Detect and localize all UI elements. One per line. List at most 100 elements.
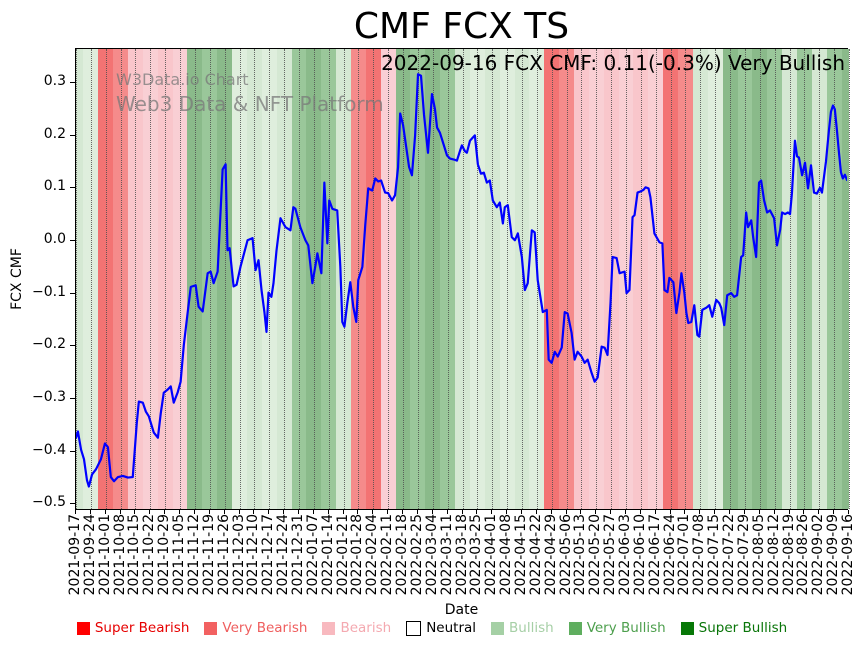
signal-band-2022-05-13 bbox=[573, 49, 589, 509]
signal-band-2021-12-03 bbox=[232, 49, 247, 509]
legend-swatch bbox=[406, 620, 422, 636]
gridline-2022-09-09 bbox=[834, 49, 836, 509]
x-tick-mark bbox=[654, 510, 656, 514]
signal-band-2021-12-10 bbox=[246, 49, 262, 509]
x-tick-mark bbox=[104, 510, 106, 514]
x-tick-mark bbox=[714, 510, 716, 514]
x-tick-mark bbox=[387, 510, 389, 514]
gridline-2022-04-29 bbox=[551, 49, 553, 509]
signal-band-2021-09-17 bbox=[76, 49, 84, 509]
signal-band-2022-02-18 bbox=[395, 49, 411, 509]
plot-area: W3Data.io Chart Web3 Data & NFT Platform… bbox=[75, 48, 850, 510]
x-tick-mark bbox=[491, 510, 493, 514]
x-tick-label: 2022-03-11 bbox=[438, 514, 455, 596]
legend-swatch bbox=[680, 621, 694, 635]
x-tick-mark bbox=[773, 510, 775, 514]
gridline-2021-10-29 bbox=[165, 49, 167, 509]
gridline-2022-08-26 bbox=[804, 49, 806, 509]
x-tick-mark bbox=[283, 510, 285, 514]
legend-label: Very Bullish bbox=[586, 620, 666, 636]
x-tick-label: 2022-06-03 bbox=[617, 514, 634, 596]
x-tick-mark bbox=[729, 510, 731, 514]
gridline-2022-01-07 bbox=[313, 49, 315, 509]
x-tick-mark bbox=[699, 510, 701, 514]
gridline-2022-02-18 bbox=[403, 49, 405, 509]
gridline-2021-10-01 bbox=[105, 49, 107, 509]
legend-item-very-bearish: Very Bearish bbox=[204, 620, 307, 636]
x-tick-mark bbox=[476, 510, 478, 514]
x-tick-label: 2022-05-27 bbox=[602, 514, 619, 596]
x-tick-mark bbox=[75, 510, 76, 514]
y-tick-label: −0.2 bbox=[32, 336, 66, 353]
x-tick-mark bbox=[610, 510, 612, 514]
x-tick-label: 2022-09-16 bbox=[840, 514, 856, 596]
x-tick-label: 2022-04-08 bbox=[498, 514, 515, 596]
y-tick-label: −0.4 bbox=[32, 441, 66, 458]
y-tick-label: 0.0 bbox=[43, 231, 66, 248]
signal-band-2022-06-17 bbox=[648, 49, 664, 509]
x-tick-label: 2021-12-17 bbox=[260, 514, 277, 596]
signal-band-2022-07-08 bbox=[692, 49, 708, 509]
y-tick-mark bbox=[70, 450, 75, 452]
gridline-2021-09-24 bbox=[90, 49, 92, 509]
legend-swatch bbox=[76, 621, 90, 635]
gridline-2022-05-13 bbox=[581, 49, 583, 509]
x-tick-mark bbox=[550, 510, 552, 514]
y-tick-mark bbox=[70, 187, 75, 189]
x-tick-label: 2022-02-25 bbox=[408, 514, 425, 596]
x-tick-label: 2022-07-29 bbox=[735, 514, 752, 596]
x-tick-mark bbox=[193, 510, 195, 514]
x-tick-mark bbox=[119, 510, 121, 514]
x-tick-label: 2022-04-29 bbox=[542, 514, 559, 596]
gridline-2022-07-08 bbox=[700, 49, 702, 509]
x-tick-mark bbox=[833, 510, 835, 514]
legend-item-neutral: Neutral bbox=[406, 620, 476, 636]
legend-swatch bbox=[322, 621, 336, 635]
x-tick-label: 2021-10-01 bbox=[96, 514, 113, 596]
gridline-2022-06-17 bbox=[655, 49, 657, 509]
x-tick-mark bbox=[461, 510, 463, 514]
x-tick-mark bbox=[431, 510, 433, 514]
gridline-2022-06-10 bbox=[640, 49, 642, 509]
x-tick-mark bbox=[342, 510, 344, 514]
gridline-2022-07-15 bbox=[715, 49, 717, 509]
legend-item-bearish: Bearish bbox=[322, 620, 391, 636]
gridline-2022-01-14 bbox=[328, 49, 330, 509]
signal-band-2022-07-29 bbox=[737, 49, 753, 509]
x-tick-label: 2021-11-26 bbox=[215, 514, 232, 596]
legend-label: Super Bullish bbox=[698, 620, 788, 636]
x-tick-mark bbox=[268, 510, 270, 514]
x-tick-label: 2021-09-24 bbox=[81, 514, 98, 596]
y-tick-mark bbox=[70, 292, 75, 294]
gridline-2021-11-19 bbox=[209, 49, 211, 509]
x-tick-mark bbox=[402, 510, 404, 514]
x-tick-mark bbox=[164, 510, 166, 514]
gridline-2022-09-02 bbox=[819, 49, 821, 509]
y-tick-label: −0.5 bbox=[32, 494, 66, 511]
y-tick-label: −0.3 bbox=[32, 388, 66, 405]
gridline-2022-07-01 bbox=[685, 49, 687, 509]
signal-band-2022-04-29 bbox=[544, 49, 560, 509]
y-tick-label: 0.2 bbox=[43, 125, 66, 142]
gridline-2021-10-15 bbox=[135, 49, 137, 509]
x-tick-mark bbox=[818, 510, 820, 514]
x-tick-mark bbox=[848, 510, 849, 514]
x-tick-mark bbox=[89, 510, 91, 514]
signal-band-2022-09-02 bbox=[811, 49, 827, 509]
gridline-2022-08-12 bbox=[774, 49, 776, 509]
signal-band-2022-03-11 bbox=[440, 49, 456, 509]
gridline-2021-10-08 bbox=[120, 49, 122, 509]
x-tick-mark bbox=[223, 510, 225, 514]
y-tick-mark bbox=[70, 134, 75, 136]
x-tick-mark bbox=[312, 510, 314, 514]
x-tick-label: 2022-04-01 bbox=[483, 514, 500, 596]
signal-band-2022-03-04 bbox=[425, 49, 441, 509]
x-tick-mark bbox=[520, 510, 522, 514]
gridline-2022-02-25 bbox=[417, 49, 419, 509]
gridline-2022-05-06 bbox=[566, 49, 568, 509]
cmf-line bbox=[76, 73, 847, 488]
x-tick-label: 2022-09-09 bbox=[825, 514, 842, 596]
legend-swatch bbox=[204, 621, 218, 635]
x-tick-label: 2022-02-11 bbox=[379, 514, 396, 596]
